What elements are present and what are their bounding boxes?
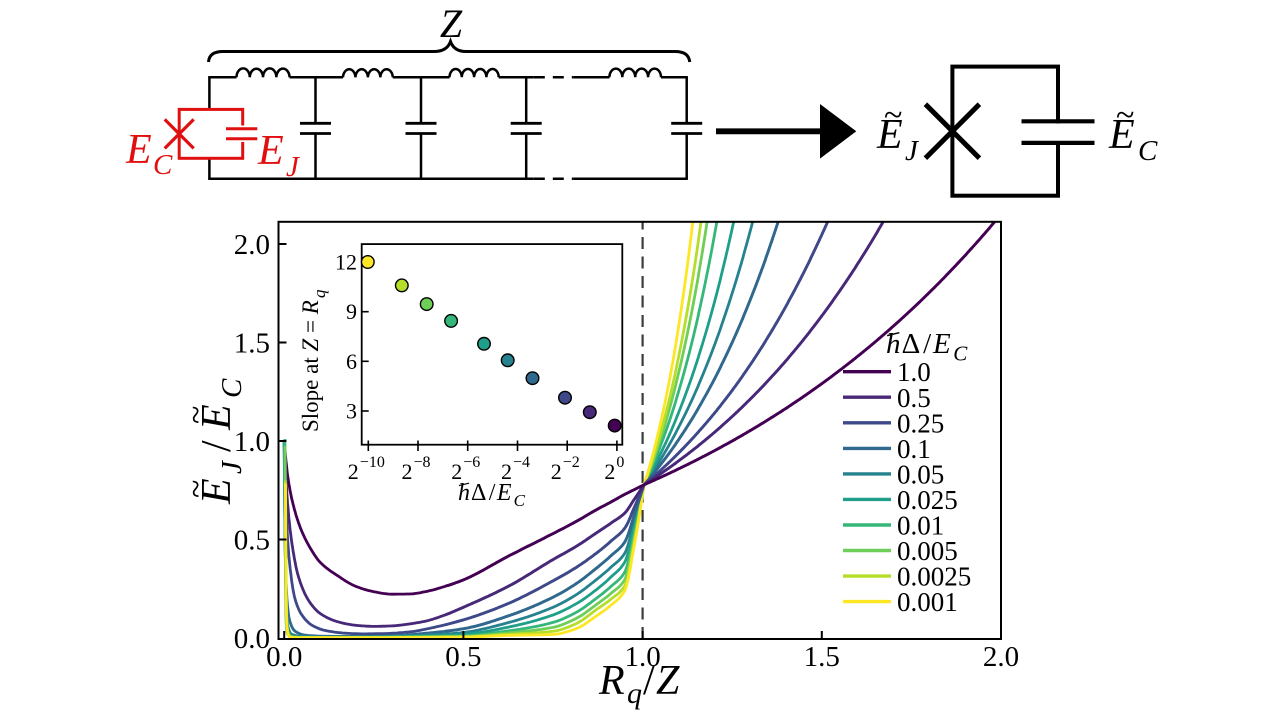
svg-text:Z: Z	[440, 1, 463, 46]
svg-text:h: h	[458, 480, 470, 506]
svg-text:2: 2	[348, 459, 359, 484]
svg-text:/: /	[194, 440, 240, 452]
svg-text:6: 6	[346, 349, 357, 374]
svg-text:E: E	[125, 127, 152, 173]
svg-text:E: E	[194, 404, 240, 431]
svg-text:h: h	[886, 328, 901, 360]
svg-text:0.5: 0.5	[897, 383, 931, 413]
svg-text:0.5: 0.5	[445, 641, 481, 673]
svg-text:/: /	[643, 658, 655, 704]
svg-text:1.0: 1.0	[234, 426, 270, 458]
svg-text:/: /	[923, 328, 932, 360]
svg-text:Slope at Z = R: Slope at Z = R	[298, 300, 323, 432]
svg-text:0.25: 0.25	[897, 408, 944, 438]
svg-text:0.0: 0.0	[234, 623, 270, 655]
svg-text:3: 3	[346, 399, 357, 424]
svg-text:2: 2	[451, 459, 462, 484]
svg-text:0.0: 0.0	[266, 641, 302, 673]
svg-text:~: ~	[884, 97, 902, 134]
svg-text:2: 2	[402, 459, 413, 484]
svg-text:E: E	[1108, 112, 1135, 158]
svg-text:2.0: 2.0	[234, 229, 270, 261]
svg-text:0.1: 0.1	[897, 434, 931, 464]
svg-text:E: E	[932, 328, 951, 360]
svg-text:E: E	[257, 128, 284, 174]
svg-text:E: E	[194, 478, 240, 505]
svg-text:2: 2	[604, 459, 615, 484]
svg-text:1.0: 1.0	[897, 357, 931, 387]
svg-text:−6: −6	[463, 454, 480, 471]
svg-text:2.0: 2.0	[983, 641, 1019, 673]
svg-text:0.005: 0.005	[897, 536, 958, 566]
svg-text:9: 9	[346, 299, 357, 324]
svg-text:C: C	[514, 491, 526, 510]
svg-text:1.5: 1.5	[804, 641, 840, 673]
svg-text:~: ~	[1116, 97, 1134, 134]
svg-text:~: ~	[178, 480, 215, 498]
svg-text:E: E	[496, 480, 512, 506]
svg-text:E: E	[876, 112, 903, 158]
svg-text:J: J	[905, 135, 919, 167]
svg-text:0: 0	[616, 454, 624, 471]
svg-text:J: J	[216, 460, 248, 474]
svg-text:~: ~	[178, 406, 215, 424]
svg-text:2: 2	[501, 459, 512, 484]
svg-text:Δ: Δ	[902, 328, 921, 360]
svg-text:−4: −4	[513, 454, 530, 471]
svg-text:q: q	[310, 289, 329, 298]
svg-text:2: 2	[551, 459, 562, 484]
svg-text:0.5: 0.5	[234, 525, 270, 557]
svg-text:R: R	[598, 658, 625, 704]
svg-text:0.001: 0.001	[897, 587, 958, 617]
svg-text:Δ: Δ	[471, 480, 486, 506]
svg-text:/: /	[489, 480, 496, 506]
svg-text:C: C	[1138, 135, 1158, 167]
svg-text:0.01: 0.01	[897, 511, 944, 541]
svg-text:−8: −8	[414, 454, 431, 471]
svg-text:q: q	[627, 677, 642, 710]
svg-text:−2: −2	[563, 454, 580, 471]
svg-text:12: 12	[335, 250, 357, 275]
svg-text:Z: Z	[656, 658, 680, 704]
svg-text:−10: −10	[360, 454, 385, 471]
svg-text:0.025: 0.025	[897, 485, 958, 515]
svg-text:1.0: 1.0	[624, 641, 660, 673]
svg-text:0.0025: 0.0025	[897, 562, 971, 592]
svg-text:C: C	[953, 341, 968, 365]
svg-text:C: C	[153, 149, 173, 181]
svg-text:1.5: 1.5	[234, 328, 270, 360]
svg-text:C: C	[216, 378, 248, 398]
svg-text:J: J	[286, 151, 300, 183]
svg-text:0.05: 0.05	[897, 459, 944, 489]
